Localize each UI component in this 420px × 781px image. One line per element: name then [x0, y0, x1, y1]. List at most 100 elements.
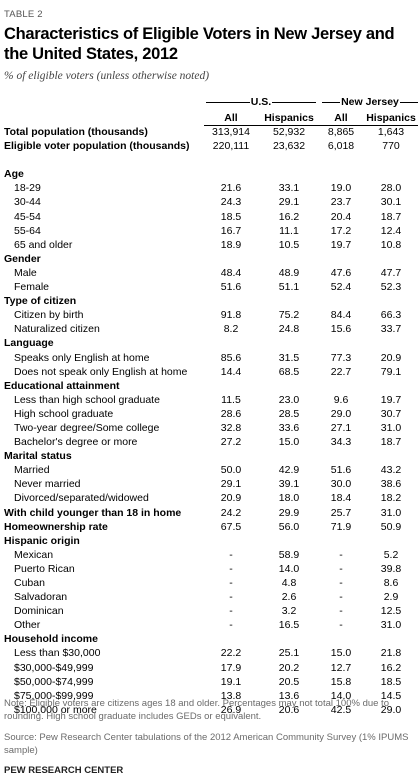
table-cell: 25.7 — [330, 506, 352, 519]
table-cell: - — [229, 548, 233, 561]
table-cell: - — [229, 577, 233, 589]
table-cell: 58.9 — [278, 548, 300, 561]
table-cell: 15.0 — [330, 647, 352, 660]
table-row: With child younger than 18 in home 24.2 29… — [0, 506, 420, 520]
column-header-us-hispanics: Hispanics — [264, 112, 314, 124]
table-cell: 6,018 — [327, 140, 355, 153]
table-cell: 14.0 — [278, 562, 300, 575]
table-row: Total population (thousands) 313,914 52,93… — [0, 125, 420, 139]
brand-logo-text: PEW RESEARCH CENTER — [4, 765, 124, 776]
table-cell: 16.7 — [220, 224, 242, 237]
section-label: Gender — [4, 252, 41, 265]
table-cell: 2.9 — [383, 591, 399, 604]
table-cell: 27.2 — [220, 436, 242, 449]
table-cell: 1,643 — [377, 126, 405, 138]
table-cell: 43.2 — [380, 464, 402, 477]
table-row: Does not speak only English at home 14.4 6… — [0, 365, 420, 379]
group-header-nj: New Jersey — [322, 96, 418, 109]
row-label: With child younger than 18 in home — [4, 506, 182, 519]
table-cell: 18.7 — [380, 210, 402, 223]
section-header-row: Household income — [0, 632, 420, 646]
table-cell: 91.8 — [220, 309, 242, 322]
table-cell: 27.1 — [330, 421, 352, 434]
table-cell: 20.5 — [278, 675, 300, 688]
table-cell: 770 — [382, 140, 400, 153]
section-header-row: Age — [0, 167, 420, 181]
table-cell: 48.9 — [278, 266, 300, 279]
row-label: Other — [14, 619, 41, 632]
table-row: High school graduate 28.6 28.5 29.0 30.7 — [0, 407, 420, 421]
row-label: Bachelor's degree or more — [14, 436, 138, 449]
table-cell: 16.5 — [278, 619, 300, 632]
table-cell: 33.7 — [380, 323, 402, 336]
table-cell: 15.0 — [278, 436, 300, 449]
table-cell: 29.1 — [278, 196, 300, 209]
table-cell: 18.5 — [220, 210, 242, 223]
group-label-us: U.S. — [249, 96, 273, 108]
section-header-row: Type of citizen — [0, 294, 420, 308]
table-cell: 18.7 — [380, 436, 402, 449]
table-cell: 25.1 — [278, 647, 300, 660]
table-row: Dominican - 3.2 - 12.5 — [0, 604, 420, 618]
table-cell: 52.4 — [330, 281, 352, 294]
column-header-us-all: All — [224, 112, 238, 124]
table-cell: - — [229, 605, 233, 618]
table-cell: 12.5 — [380, 605, 402, 618]
table-row: Mexican - 58.9 - 5.2 — [0, 548, 420, 562]
table-cell: 18.5 — [380, 675, 402, 688]
table-cell: 8,865 — [327, 126, 355, 138]
table-cell: 47.7 — [380, 266, 402, 279]
table-cell: - — [339, 562, 343, 575]
table-cell: 11.5 — [221, 393, 241, 406]
row-label: Cuban — [14, 577, 45, 589]
row-label: Two-year degree/Some college — [14, 421, 160, 434]
table-cell: 24.2 — [220, 506, 242, 519]
section-label: Type of citizen — [4, 295, 77, 308]
table-cell: 23.0 — [278, 393, 300, 406]
table-cell: 18.2 — [380, 492, 402, 505]
row-label: Never married — [14, 478, 81, 491]
table-cell: 12.4 — [380, 224, 402, 237]
table-cell: 11.1 — [279, 224, 299, 237]
table-cell: - — [339, 605, 343, 618]
row-label: Dominican — [14, 605, 64, 618]
table-row: Less than $30,000 22.2 25.1 15.0 21.8 — [0, 646, 420, 660]
table-cell: 51.1 — [278, 281, 300, 294]
row-label: Total population (thousands) — [4, 126, 148, 138]
row-label: 18-29 — [14, 182, 41, 195]
table-row: 18-29 21.6 33.1 19.0 28.0 — [0, 181, 420, 195]
table-cell: 13.6 — [278, 689, 300, 702]
row-label: 30-44 — [14, 196, 41, 209]
table-cell: 14.5 — [380, 689, 402, 702]
table-cell: 24.3 — [220, 196, 242, 209]
section-label: Marital status — [4, 450, 72, 463]
table-cell: - — [229, 619, 233, 632]
table-title: Characteristics of Eligible Voters in Ne… — [4, 25, 395, 63]
table-cell: 24.8 — [278, 323, 300, 336]
table-cell: 29.9 — [278, 506, 300, 519]
table-cell: - — [339, 548, 343, 561]
table-cell: 38.6 — [380, 478, 402, 491]
table-cell: 14.4 — [220, 365, 242, 378]
table-cell: 22.2 — [220, 647, 242, 660]
table-cell: 8.2 — [223, 323, 239, 336]
table-cell: 9.6 — [333, 393, 349, 406]
table-row: Never married 29.1 39.1 30.0 38.6 — [0, 477, 420, 491]
table-cell: 52,932 — [272, 126, 306, 138]
table-cell: 31.0 — [380, 421, 402, 434]
table-cell: 33.1 — [278, 182, 300, 195]
table-row: Bachelor's degree or more 27.2 15.0 34.3 18.… — [0, 435, 420, 449]
table-cell: 84.4 — [330, 309, 352, 322]
row-label: Citizen by birth — [14, 309, 84, 322]
table-row: Naturalized citizen 8.2 24.8 15.6 33.7 — [0, 322, 420, 336]
table-cell: 39.8 — [380, 562, 402, 575]
row-label: $50,000-$74,999 — [14, 675, 94, 688]
table-cell: 19.0 — [330, 182, 352, 195]
table-cell: 30.1 — [380, 196, 402, 209]
section-label: Hispanic origin — [4, 534, 80, 547]
table-cell: 31.5 — [278, 351, 300, 364]
table-cell: 23,632 — [272, 140, 306, 153]
table-row: Other - 16.5 - 31.0 — [0, 618, 420, 632]
table-cell: 51.6 — [330, 464, 352, 477]
